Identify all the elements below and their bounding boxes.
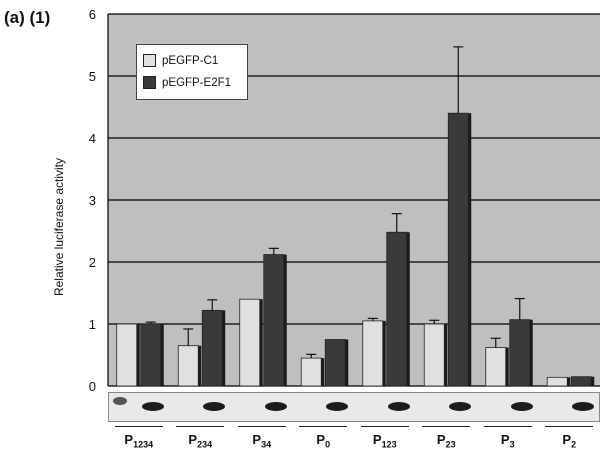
- western-blot-strip: [108, 392, 600, 422]
- bar-pegfp-c1: [300, 357, 322, 387]
- x-category-underline: [237, 426, 286, 427]
- bar-pegfp-c1: [546, 376, 568, 387]
- x-tick-label: P2: [562, 432, 577, 450]
- legend-swatch-2: [143, 76, 156, 89]
- x-category-underline: [176, 426, 225, 427]
- y-tick-label: 5: [89, 69, 96, 84]
- y-tick-label: 4: [89, 131, 96, 146]
- bar-pegfp-e2f1: [447, 112, 469, 387]
- y-axis-label: Relative luciferase activity: [52, 157, 66, 297]
- blot-band: [264, 402, 287, 411]
- bar-pegfp-e2f1: [386, 231, 408, 387]
- bar-pegfp-e2f1: [509, 319, 531, 387]
- x-tick-label: P1234: [124, 432, 154, 450]
- blot-smear: [113, 397, 127, 405]
- x-tick-label: P234: [188, 432, 213, 450]
- bar-pegfp-e2f1: [570, 376, 592, 387]
- bar-pegfp-c1: [423, 323, 445, 387]
- y-tick-label: 3: [89, 193, 96, 208]
- x-category-underline: [483, 426, 532, 427]
- bar-pegfp-c1: [116, 323, 138, 387]
- panel-label: (a) (1): [4, 8, 51, 27]
- blot-band: [141, 402, 164, 411]
- bar-pegfp-c1: [485, 347, 507, 387]
- bar-pegfp-e2f1: [201, 309, 223, 387]
- legend-entry-2: pEGFP-E2F1: [143, 76, 231, 89]
- legend-label-1: pEGFP-C1: [162, 54, 219, 67]
- x-tick-label: P0: [316, 432, 331, 450]
- bar-pegfp-c1: [362, 320, 384, 387]
- blot-band: [510, 402, 533, 411]
- bar-pegfp-e2f1: [140, 323, 162, 387]
- y-tick-label: 2: [89, 255, 96, 270]
- blot-band: [203, 402, 226, 411]
- legend-swatch-1: [143, 54, 156, 67]
- legend-label-2: pEGFP-E2F1: [162, 76, 232, 89]
- x-tick-label: P3: [500, 432, 515, 450]
- legend: pEGFP-C1 pEGFP-E2F1: [136, 44, 248, 100]
- x-category-underline: [422, 426, 471, 427]
- blot-band: [326, 402, 349, 411]
- x-category-underline: [299, 426, 348, 427]
- y-tick-label: 6: [89, 7, 96, 22]
- x-tick-label: P34: [252, 432, 272, 450]
- blot-band: [387, 402, 410, 411]
- bar-pegfp-e2f1: [263, 254, 285, 387]
- x-category-underline: [114, 426, 163, 427]
- y-tick-label: 0: [89, 379, 96, 394]
- bar-pegfp-c1: [239, 298, 261, 387]
- x-category-underline: [360, 426, 409, 427]
- blot-band: [449, 402, 472, 411]
- blot-band: [572, 402, 595, 411]
- x-tick-label: P23: [436, 432, 456, 450]
- legend-entry-1: pEGFP-C1: [143, 54, 218, 67]
- x-tick-label: P123: [372, 432, 397, 450]
- bar-pegfp-e2f1: [324, 339, 346, 387]
- y-tick-label: 1: [89, 317, 96, 332]
- bar-pegfp-c1: [177, 345, 199, 387]
- x-category-underline: [545, 426, 594, 427]
